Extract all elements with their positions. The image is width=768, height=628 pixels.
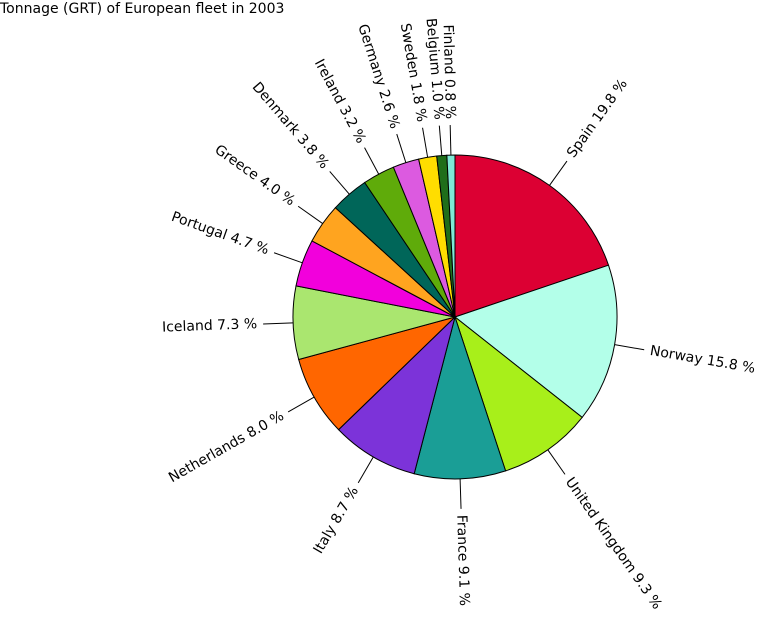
- slice-label-norway: Norway 15.8 %: [649, 343, 757, 377]
- leader-line-germany: [396, 133, 407, 163]
- leader-line-finland: [449, 125, 452, 156]
- pie-slice-finland: [446, 154, 456, 318]
- leader-line-sweden: [422, 127, 429, 158]
- pie-slices: [292, 154, 618, 480]
- slice-label-netherlands: Netherlands 8.0 %: [166, 408, 287, 486]
- chart-title: Tonnage (GRT) of European fleet in 2003: [0, 1, 285, 17]
- slice-label-denmark: Denmark 3.8 %: [249, 79, 332, 172]
- slice-label-iceland: Iceland 7.3 %: [162, 316, 258, 335]
- slice-label-france: France 9.1 %: [453, 515, 472, 606]
- slice-label-united-kingdom: United Kingdom 9.3 %: [562, 475, 665, 613]
- leader-line-iceland: [263, 322, 294, 325]
- pie-slice-united-kingdom: [454, 315, 583, 472]
- leader-line-france: [459, 478, 462, 509]
- pie-slice-norway: [453, 264, 618, 419]
- pie-slice-italy: [337, 315, 456, 475]
- leader-line-ireland: [364, 147, 380, 175]
- slice-label-greece: Greece 4.0 %: [212, 142, 298, 209]
- leader-line-portugal: [273, 252, 303, 264]
- leader-line-denmark: [329, 171, 350, 195]
- leader-line-belgium: [438, 125, 443, 156]
- pie-slice-spain: [454, 154, 610, 318]
- slice-label-finland: Finland 0.8 %: [440, 24, 458, 119]
- leader-line-norway: [614, 344, 645, 351]
- slice-label-ireland: Ireland 3.2 %: [311, 57, 369, 146]
- slice-label-spain: Spain 19.8 %: [564, 76, 631, 160]
- leader-line-spain: [549, 160, 568, 186]
- leader-lines: [263, 125, 645, 509]
- leader-line-netherlands: [287, 396, 315, 413]
- slice-label-portugal: Portugal 4.7 %: [169, 209, 271, 258]
- pie-slice-france: [413, 315, 507, 480]
- leader-line-italy: [357, 456, 374, 484]
- slice-label-italy: Italy 8.7 %: [311, 484, 363, 557]
- slice-label-germany: Germany 2.6 %: [354, 22, 402, 131]
- leader-line-united-kingdom: [547, 449, 566, 475]
- leader-line-greece: [297, 205, 323, 224]
